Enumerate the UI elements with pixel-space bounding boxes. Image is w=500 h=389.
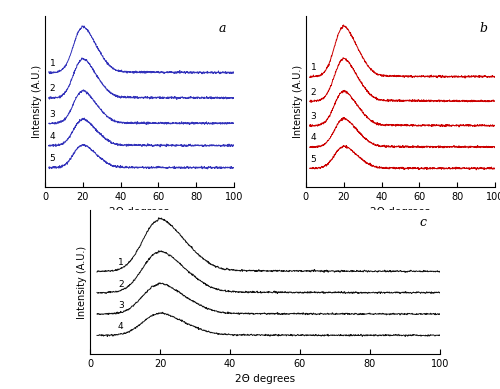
- Text: 4: 4: [310, 133, 316, 142]
- Text: a: a: [219, 23, 226, 35]
- Text: 2: 2: [50, 84, 56, 93]
- Text: 3: 3: [118, 301, 124, 310]
- Text: c: c: [419, 216, 426, 229]
- Text: 3: 3: [310, 112, 316, 121]
- X-axis label: 2Θ degrees: 2Θ degrees: [235, 374, 295, 384]
- Text: 2: 2: [310, 88, 316, 96]
- Text: 5: 5: [310, 155, 316, 164]
- Text: 2: 2: [118, 280, 124, 289]
- Text: b: b: [480, 23, 488, 35]
- Y-axis label: Intensity (A.U.): Intensity (A.U.): [77, 245, 87, 319]
- Y-axis label: Intensity (A.U.): Intensity (A.U.): [32, 65, 42, 138]
- Text: 1: 1: [118, 258, 124, 267]
- X-axis label: 2Θ degrees: 2Θ degrees: [370, 207, 430, 217]
- X-axis label: 2Θ degrees: 2Θ degrees: [110, 207, 170, 217]
- Y-axis label: Intensity (A.U.): Intensity (A.U.): [293, 65, 303, 138]
- Text: 3: 3: [50, 110, 56, 119]
- Text: 4: 4: [118, 322, 124, 331]
- Text: 5: 5: [50, 154, 56, 163]
- Text: 4: 4: [50, 132, 56, 141]
- Text: 1: 1: [50, 59, 56, 68]
- Text: 1: 1: [310, 63, 316, 72]
